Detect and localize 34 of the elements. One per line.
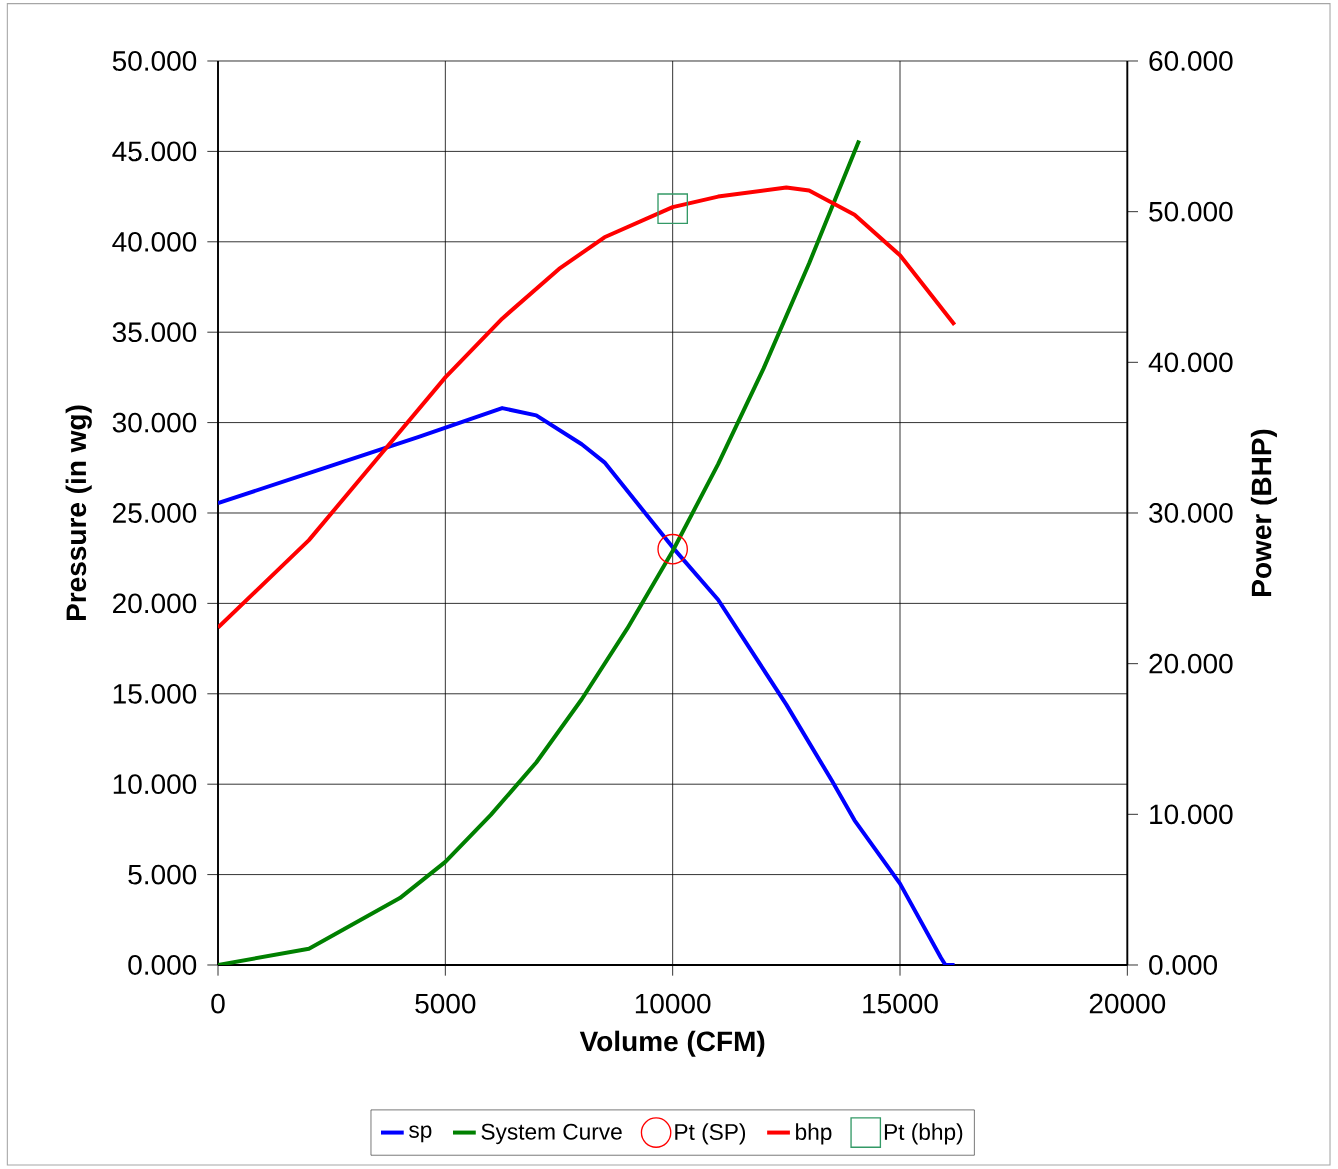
y-tick-label: 30.000 (112, 412, 197, 433)
y-axis-title: Pressure (in wg) (65, 405, 92, 621)
y-tick-label: 40.000 (112, 231, 197, 252)
y-tick-label: 50.000 (112, 51, 197, 71)
x-tick-label: 10000 (635, 993, 711, 1014)
x-axis-title: Volume (CFM) (579, 1030, 765, 1057)
y-tick-label: 20.000 (113, 593, 197, 614)
y2-tick-label: 40.000 (1148, 352, 1233, 373)
legend-label: Pt (SP) (675, 1123, 746, 1145)
y2-tick-label: 50.000 (1149, 201, 1233, 222)
x-tick-label: 0 (211, 993, 225, 1014)
line-series (218, 138, 862, 965)
legend-label: sp (409, 1125, 432, 1143)
y-tick-label: 25.000 (113, 503, 197, 523)
y-tick-label: 35.000 (112, 322, 197, 343)
y-tick-label: 15.000 (113, 683, 197, 704)
line-series (218, 185, 957, 630)
line-series (218, 406, 957, 965)
y2-axis-title: Power (BHP) (1250, 429, 1277, 596)
x-tick-label: 15000 (863, 993, 938, 1014)
y-tick-label: 45.000 (112, 141, 197, 162)
y2-tick-label: 60.000 (1149, 51, 1233, 71)
legend-label: System Curve (481, 1123, 622, 1145)
y2-tick-label: 10.000 (1150, 804, 1233, 825)
y-tick-label: 5.000 (128, 864, 197, 885)
y2-tick-label: 30.000 (1149, 503, 1233, 523)
x-tick-label: 5000 (415, 993, 476, 1014)
legend-label: bhp (796, 1123, 832, 1145)
y-tick-label: 0.000 (128, 955, 197, 975)
legend-label: Pt (bhp) (884, 1123, 963, 1145)
y2-tick-label: 20.000 (1149, 653, 1233, 674)
y2-tick-label: 0.000 (1149, 955, 1218, 975)
x-tick-label: 20000 (1089, 993, 1166, 1014)
y-tick-label: 10.000 (113, 774, 197, 795)
